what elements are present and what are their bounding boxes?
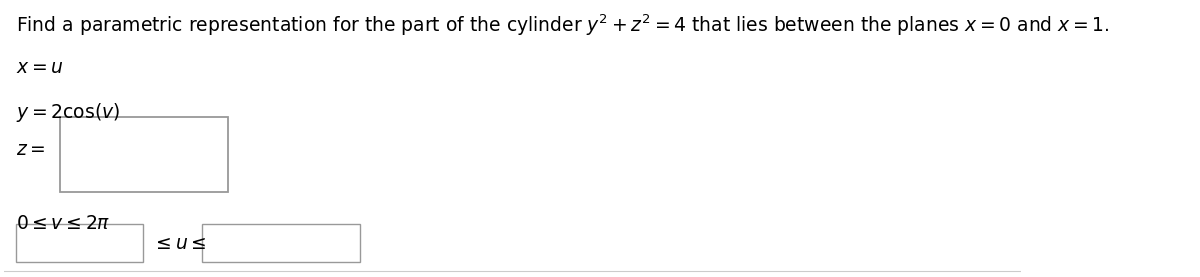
FancyBboxPatch shape: [17, 224, 144, 262]
Text: $y = 2\mathrm{cos}(v)$: $y = 2\mathrm{cos}(v)$: [17, 101, 120, 124]
Text: Find a parametric representation for the part of the cylinder $y^2 + z^2 = 4$ th: Find a parametric representation for the…: [17, 12, 1110, 38]
FancyBboxPatch shape: [203, 224, 360, 262]
FancyBboxPatch shape: [60, 117, 228, 192]
Text: $0 \leq v \leq 2\pi$: $0 \leq v \leq 2\pi$: [17, 214, 110, 233]
Text: $z =$: $z =$: [17, 140, 46, 159]
Text: $x = u$: $x = u$: [17, 58, 64, 77]
Text: $\leq u \leq$: $\leq u \leq$: [151, 234, 206, 253]
